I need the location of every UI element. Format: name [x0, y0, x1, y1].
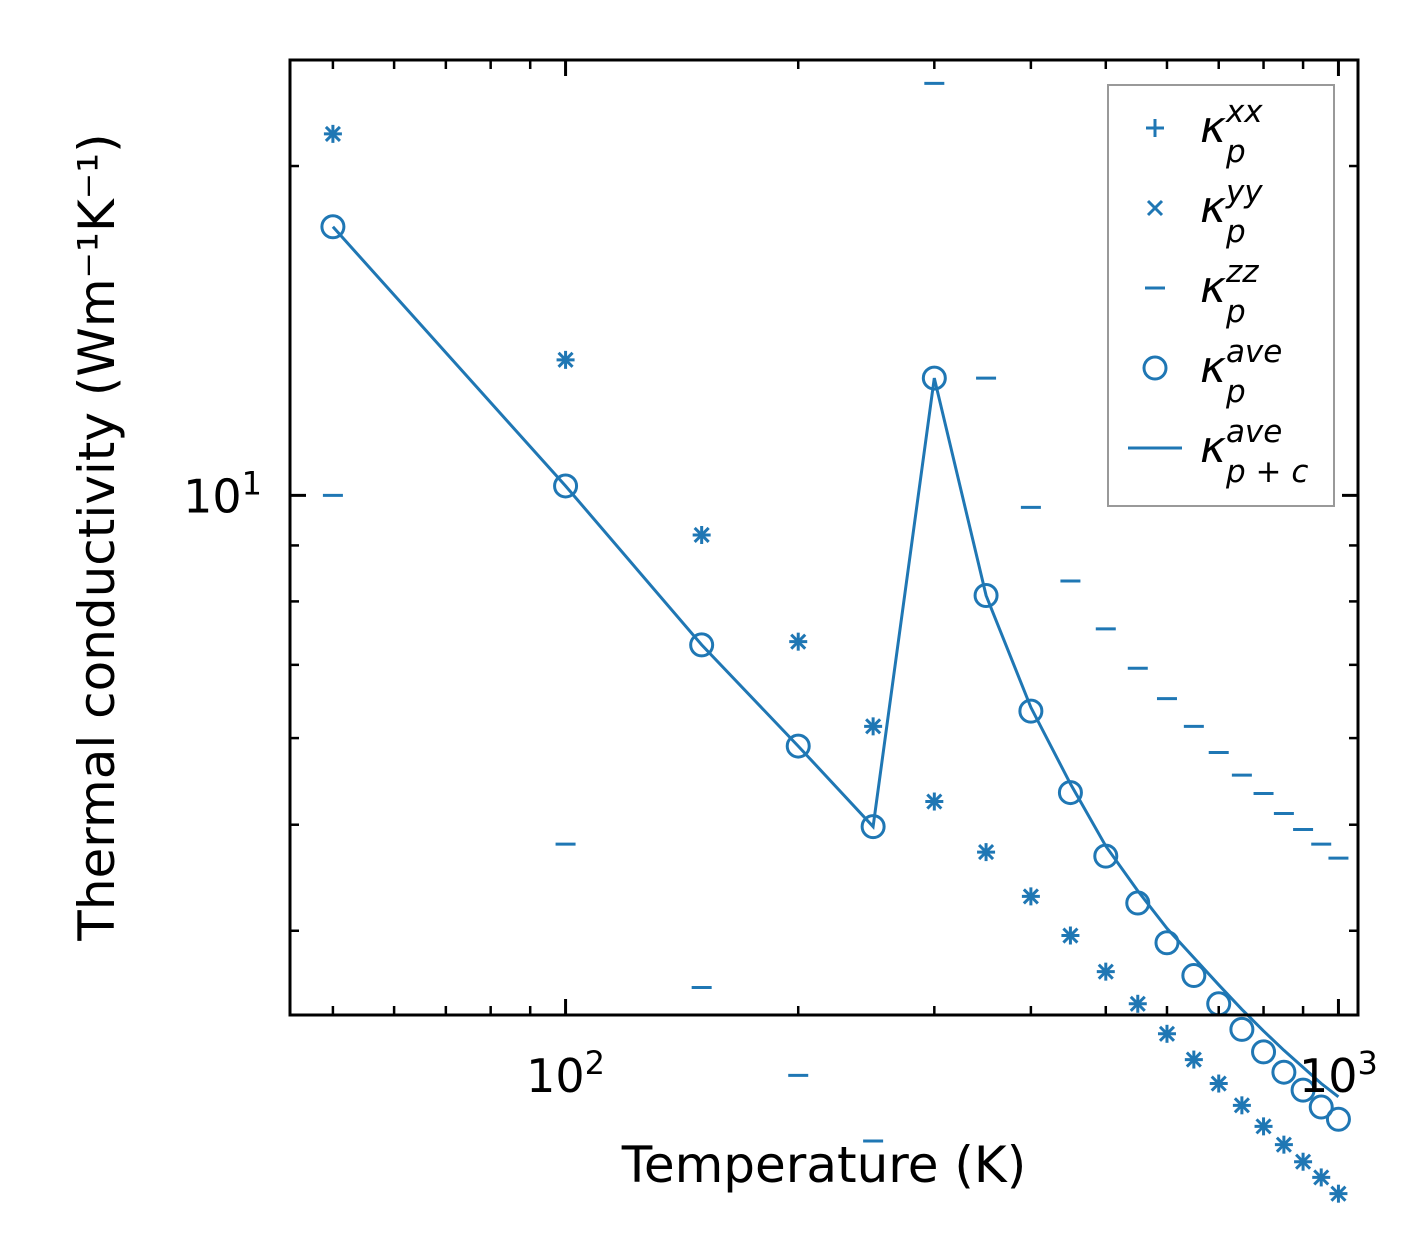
x-tick-label: 103: [1299, 1044, 1378, 1103]
point-kappa-p-ave: [973, 582, 999, 608]
point-kappa-p-ave: [1251, 1039, 1277, 1065]
legend-marker-plus: [1146, 119, 1164, 137]
series-line-kappa-p-plus-c-ave: [331, 225, 1340, 1098]
point-kappa-p-yy: [1185, 1051, 1202, 1068]
point-kappa-p-yy: [557, 351, 574, 368]
point-kappa-p-ave: [1018, 698, 1044, 724]
legend-label: κxx p: [1200, 94, 1263, 170]
legend-label: κave p + c: [1200, 414, 1308, 490]
legend-label: κzz p: [1200, 254, 1259, 330]
axes-frame: [288, 58, 1360, 1017]
point-kappa-p-ave: [553, 473, 579, 499]
point-kappa-p-yy: [1062, 927, 1079, 944]
legend-frame: [1107, 84, 1335, 507]
plot-area: [320, 81, 1351, 1203]
point-kappa-p-yy: [1022, 888, 1039, 905]
point-kappa-p-yy: [1255, 1118, 1272, 1135]
point-kappa-p-ave: [785, 733, 811, 759]
point-kappa-p-ave: [320, 214, 346, 240]
point-kappa-p-yy: [324, 125, 341, 142]
point-kappa-p-yy: [926, 793, 943, 810]
point-kappa-p-yy: [865, 718, 882, 735]
y-tick-label: 101: [183, 464, 262, 523]
legend-marker-x: [1146, 199, 1164, 217]
point-kappa-p-ave: [1181, 963, 1207, 989]
tick-labels: 102 103 101: [183, 464, 1378, 1103]
point-kappa-p-yy: [1129, 995, 1146, 1012]
point-kappa-p-yy: [1313, 1169, 1330, 1186]
point-kappa-p-yy: [790, 633, 807, 650]
point-kappa-p-yy: [978, 844, 995, 861]
legend-label: κyy p: [1200, 174, 1263, 250]
y-axis-title: Thermal conductivity (Wm⁻¹K⁻¹): [68, 133, 126, 941]
point-kappa-p-yy: [693, 526, 710, 544]
point-kappa-p-ave: [1325, 1106, 1351, 1132]
point-kappa-p-ave: [1229, 1016, 1255, 1042]
legend-marker-circle: [1142, 355, 1168, 381]
point-kappa-p-ave: [921, 365, 947, 391]
point-kappa-p-yy: [1210, 1075, 1227, 1092]
point-kappa-p-yy: [1097, 963, 1114, 980]
point-kappa-p-yy: [1275, 1136, 1292, 1153]
point-kappa-p-yy: [1233, 1097, 1250, 1114]
x-axis-title: Temperature (K): [621, 1136, 1026, 1194]
legend-label: κave p: [1200, 334, 1282, 410]
point-kappa-p-ave: [1154, 930, 1180, 956]
point-kappa-p-yy: [1295, 1153, 1312, 1170]
point-kappa-p-ave: [1271, 1059, 1297, 1085]
point-kappa-p-yy: [1330, 1185, 1347, 1202]
point-kappa-p-yy: [1158, 1025, 1176, 1042]
point-kappa-p-ave: [1308, 1094, 1334, 1120]
x-tick-label: 102: [526, 1044, 605, 1103]
point-kappa-p-ave: [1290, 1077, 1316, 1103]
point-kappa-p-ave: [689, 632, 715, 658]
